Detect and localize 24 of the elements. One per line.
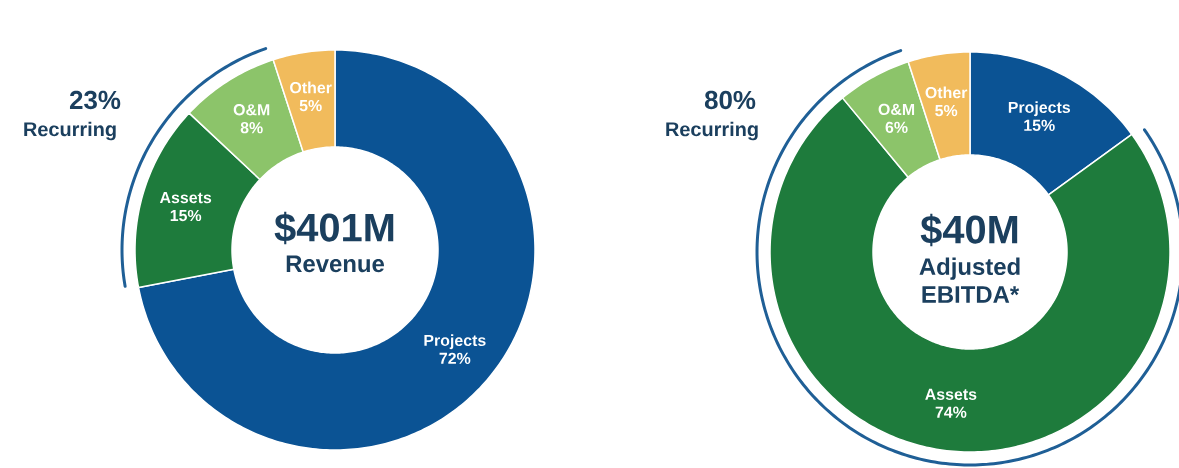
slice-label: Other: [925, 86, 968, 99]
text: 80%: [704, 90, 756, 110]
slice-label: Assets: [159, 192, 212, 204]
data-label: 72%: [439, 352, 471, 364]
data-label: 5%: [935, 104, 958, 117]
text: $40M: [920, 213, 1018, 247]
text: Adjusted EBITDA*: [919, 257, 1020, 303]
data-label: 74%: [935, 406, 967, 418]
data-label: 15%: [1024, 119, 1055, 131]
data-label: 8%: [240, 122, 263, 134]
text: Revenue: [286, 255, 385, 273]
text: 23%: [69, 90, 121, 110]
slice-label: Other: [290, 81, 332, 94]
data-label: 15%: [170, 209, 202, 222]
text: Recurring: [666, 121, 758, 141]
data-label: 6%: [885, 121, 908, 133]
slice-label: Projects: [424, 334, 486, 350]
slice-label: Assets: [925, 388, 977, 400]
text: Recurring: [24, 121, 116, 141]
slice-label: Projects: [1008, 101, 1071, 117]
slice-label: O&M: [233, 104, 270, 116]
data-label: 5%: [299, 99, 322, 112]
slice-label: O&M: [878, 103, 915, 116]
text: $401M: [274, 211, 394, 245]
